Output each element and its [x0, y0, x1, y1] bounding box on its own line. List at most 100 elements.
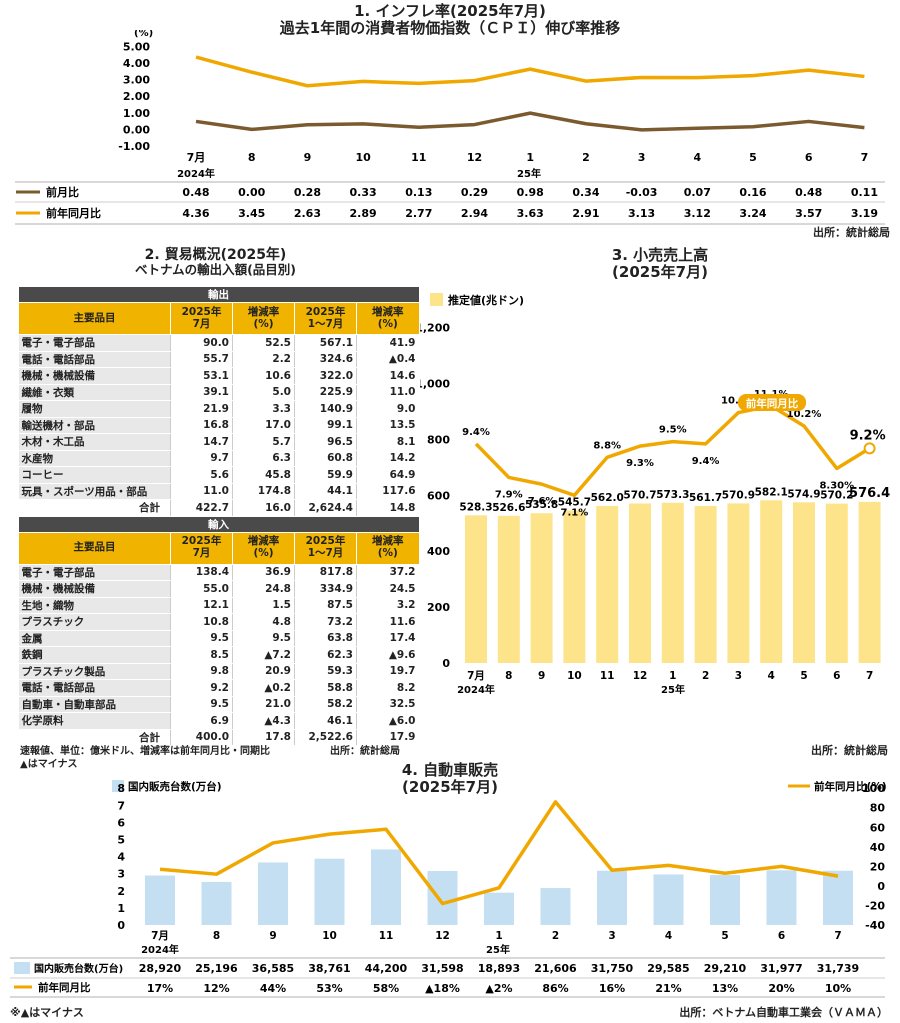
import-item: 鉄鋼	[18, 646, 171, 664]
retail-yoy-label: 9.5%	[659, 425, 687, 436]
auto-yoy-value: 53%	[316, 982, 342, 995]
import-value: 73.2	[294, 613, 357, 631]
import-value: 334.9	[294, 580, 357, 598]
import-item: 電話・電話部品	[18, 679, 171, 697]
cpi-xtick: 5	[749, 151, 757, 164]
retail-xtick: 6	[833, 670, 840, 682]
auto-xtick: 10	[322, 930, 337, 942]
retail-bar	[530, 513, 553, 663]
export-item: 履物	[18, 400, 171, 418]
cpi-yoy-value: 4.36	[182, 207, 209, 220]
retail-xtick: 4	[768, 670, 775, 682]
auto-bar	[314, 858, 345, 925]
retail-bar-label: 576.4	[849, 486, 890, 501]
cpi-yoy-value: 2.94	[461, 207, 488, 220]
import-item: 合計	[18, 728, 171, 746]
cpi-title-line2: 過去1年間の消費者物価指数（ＣＰＩ）伸び率推移	[279, 19, 621, 38]
export-value: 59.9	[294, 466, 357, 484]
auto-ytick-left: 6	[117, 816, 125, 829]
export-value: 5.6	[170, 466, 233, 484]
export-value: 5.7	[232, 433, 295, 451]
export-item: 輸送機材・部品	[18, 417, 171, 434]
export-col-header: 2025年 7月	[170, 302, 233, 335]
cpi-yoy-value: 3.19	[851, 207, 878, 220]
cpi-mom-value: 0.33	[350, 186, 377, 199]
import-value: 46.1	[294, 712, 357, 730]
export-row: 輸送機材・部品 16.8 17.0 99.1 13.5	[18, 417, 419, 434]
auto-units-value: 21,606	[534, 962, 577, 975]
cpi-yoy-value: 2.91	[572, 207, 599, 220]
auto-xtick: 12	[435, 930, 450, 942]
retail-bar-label: 561.7	[689, 492, 722, 504]
retail-yoy-label: 9.2%	[850, 428, 886, 443]
import-value: 9.2	[170, 679, 233, 697]
auto-xtick: 7	[834, 930, 841, 942]
auto-yoy-value: 21%	[655, 982, 681, 995]
import-value: 59.3	[294, 663, 357, 680]
import-value: 58.2	[294, 696, 357, 713]
export-group-header: 輸出	[18, 287, 419, 303]
retail-ytick: 1,000	[420, 378, 450, 391]
retail-yoy-label: 9.4%	[692, 456, 720, 467]
export-item: コーヒー	[18, 466, 171, 484]
cpi-mom-value: 0.29	[461, 186, 488, 199]
retail-bar	[694, 506, 717, 663]
export-row: 履物 21.9 3.3 140.9 9.0	[18, 400, 419, 418]
export-col-header: 2025年 1～7月	[294, 302, 357, 335]
import-value: 4.8	[232, 613, 295, 631]
auto-ytick-right: 100	[862, 782, 885, 795]
auto-title: 4. 自動車販売 (2025年7月)	[0, 761, 900, 797]
export-value: 17.0	[232, 417, 295, 434]
retail-yoy-label: 10.2%	[787, 409, 822, 420]
auto-xtick: 5	[721, 930, 728, 942]
import-value: 3.2	[356, 597, 419, 614]
export-value: 39.1	[170, 384, 233, 401]
auto-year-2025: 25年	[486, 943, 510, 956]
import-value: 2,522.6	[294, 728, 357, 746]
export-item: 電話・電話部品	[18, 351, 171, 368]
export-value: 44.1	[294, 483, 357, 500]
retail-ytick: 400	[427, 545, 450, 558]
export-value: 8.1	[356, 433, 419, 451]
auto-xtick: 11	[379, 930, 394, 942]
retail-bar-label: 582.1	[755, 486, 788, 498]
import-value: 17.9	[356, 728, 419, 746]
cpi-yoy-value: 2.63	[294, 207, 321, 220]
import-value: 12.1	[170, 597, 233, 614]
auto-xtick: 1	[495, 930, 502, 942]
auto-units-value: 31,977	[760, 962, 802, 975]
import-col-header: 2025年 1～7月	[294, 532, 357, 565]
import-value: 817.8	[294, 564, 357, 581]
import-row: 金属 9.5 9.5 63.8 17.4	[18, 630, 419, 647]
retail-yoy-label: 8.8%	[593, 440, 621, 451]
retail-yoy-tag-bg	[738, 394, 806, 411]
cpi-xtick: 12	[467, 151, 482, 164]
import-value: 400.0	[170, 728, 233, 746]
retail-title-line1: 3. 小売売上高	[611, 246, 709, 264]
retail-yoy-label: 7.6%	[528, 496, 556, 507]
cpi-unit: (%)	[134, 30, 153, 39]
cpi-xtick: 10	[355, 151, 371, 164]
trade-title-line2: ベトナムの輸出入額(品目別)	[134, 262, 297, 278]
export-value: 14.7	[170, 433, 233, 451]
auto-yoy-value: 10%	[825, 982, 851, 995]
auto-title-line2: (2025年7月)	[402, 778, 498, 797]
export-item: 水産物	[18, 450, 171, 467]
auto-ytick-right: -20	[865, 899, 885, 912]
retail-bar-label: 570.7	[623, 489, 656, 501]
auto-yoy-value: 16%	[599, 982, 625, 995]
export-row: コーヒー 5.6 45.8 59.9 64.9	[18, 466, 419, 484]
trade-title-line1: 2. 貿易概況(2025年)	[144, 247, 287, 263]
export-row: 電話・電話部品 55.7 2.2 324.6 ▲0.4	[18, 351, 419, 368]
auto-row-bar-label: 国内販売台数(万台)	[34, 962, 123, 975]
retail-bar-label: 573.3	[656, 489, 689, 501]
auto-ytick-right: 40	[870, 841, 886, 854]
cpi-ytick: 0.00	[123, 123, 150, 136]
cpi-yoy-value: 2.77	[405, 207, 432, 220]
import-group-header: 輸入	[18, 516, 419, 533]
retail-bar	[629, 503, 651, 663]
import-value: 10.8	[170, 613, 233, 631]
auto-legend-bar: 国内販売台数(万台)	[128, 780, 222, 793]
auto-ytick-left: 0	[117, 919, 125, 932]
